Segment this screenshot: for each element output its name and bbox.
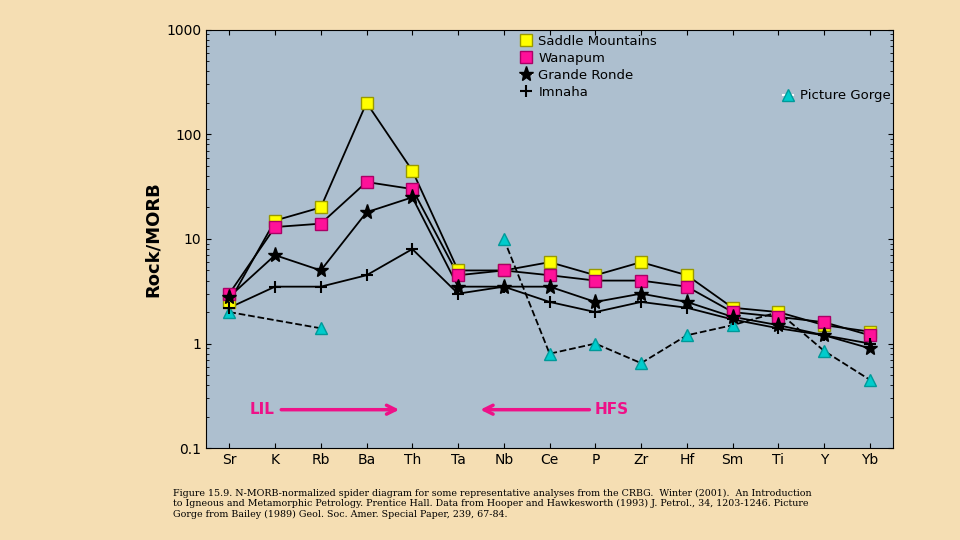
Text: Figure 15.9. N-MORB-normalized spider diagram for some representative analyses f: Figure 15.9. N-MORB-normalized spider di… [173,489,811,519]
Text: HFS: HFS [594,402,629,417]
Text: LIL: LIL [250,402,275,417]
Y-axis label: Rock/MORB: Rock/MORB [144,181,162,297]
Legend: Picture Gorge: Picture Gorge [780,86,893,105]
